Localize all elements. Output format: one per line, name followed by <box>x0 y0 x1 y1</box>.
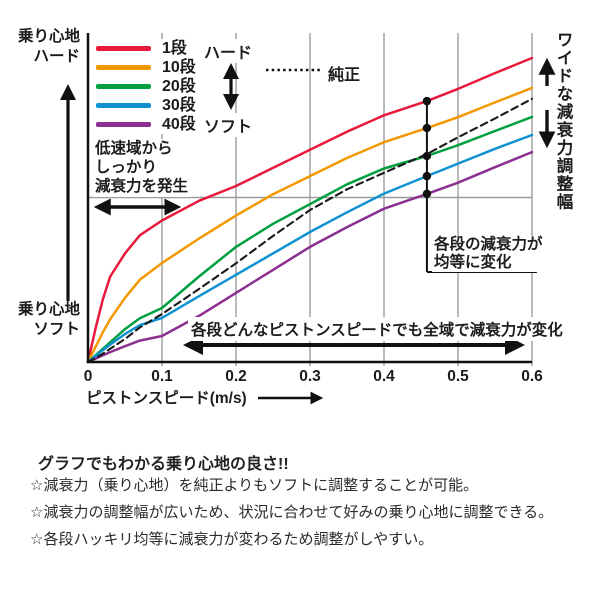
legend-item: 1段 <box>96 39 196 58</box>
footer-heading: グラフでもわかる乗り心地の良さ!! <box>38 456 289 473</box>
legend-swatch-icon <box>96 122 151 127</box>
marker-dot <box>422 123 432 133</box>
legend-item-label: 1段 <box>162 40 187 57</box>
low-speed-annotation: 低速域から しっかり 減衰力を発生 <box>94 139 193 197</box>
legend-swatch-icon <box>96 65 151 70</box>
footer-bullet-list: ☆減衰力（乗り心地）を純正よりもソフトに調整することが可能。 ☆減衰力の調整幅が広… <box>30 472 553 553</box>
curve-step-1 <box>86 56 534 364</box>
series-curves <box>86 56 534 364</box>
x-tick-label: 0.6 <box>521 368 543 385</box>
x-tick-label: 0.2 <box>225 368 247 385</box>
x-tick-label: 0.1 <box>151 368 173 385</box>
y-axis-top-label: 乗り心地 ハード <box>17 28 80 65</box>
y-axis-bottom-label: 乗り心地 ソフト <box>17 301 80 338</box>
footer-bullet: ☆減衰力の調整幅が広いため、状況に合わせて好みの乗り心地に調整できる。 <box>30 504 554 521</box>
equal-change-annotation: 各段の減衰力が 均等に変化 <box>432 236 545 272</box>
legend-item-label: 30段 <box>162 97 196 114</box>
wide-range-annotation: ワイドな減衰力調整幅 <box>554 31 572 211</box>
x-tick-label: 0.4 <box>373 368 395 385</box>
curve-step-40 <box>86 150 534 364</box>
legend: 1段 10段 20段 30段 40段 <box>96 39 196 134</box>
damping-chart <box>60 33 556 405</box>
x-axis-label: ピストンスピード(m/s) <box>86 390 247 407</box>
legend-item-label: 10段 <box>162 59 196 76</box>
marker-dot <box>422 189 432 199</box>
legend-item: 20段 <box>96 77 196 96</box>
marker-dot <box>422 96 432 106</box>
legend-swatch-icon <box>96 103 151 108</box>
curve-step-30 <box>86 133 534 364</box>
curve-step-20 <box>86 115 534 364</box>
legend-item: 40段 <box>96 115 196 134</box>
curve-step-10 <box>86 86 534 364</box>
legend-item-label: 20段 <box>162 78 196 95</box>
legend-item-label: 40段 <box>162 116 196 133</box>
footer-bullet: ☆減衰力（乗り心地）を純正よりもソフトに調整することが可能。 <box>30 477 479 494</box>
x-tick-label: 0 <box>83 368 93 385</box>
legend-item: 10段 <box>96 58 196 77</box>
legend-swatch-icon <box>96 46 151 51</box>
footer-bullet: ☆各段ハッキリ均等に減衰力が変わるため調整がしやすい。 <box>30 531 434 548</box>
x-tick-label: 0.3 <box>299 368 321 385</box>
legend-stock-label: 純正 <box>328 61 361 85</box>
legend-hard-label: ハード <box>204 39 253 63</box>
marker-dot <box>422 151 432 161</box>
legend-item: 30段 <box>96 96 196 115</box>
legend-soft-label: ソフト <box>204 113 253 137</box>
x-tick-label: 0.5 <box>447 368 469 385</box>
legend-swatch-icon <box>96 84 151 89</box>
equal-step-marker <box>422 96 537 273</box>
curve-stock <box>86 97 534 364</box>
full-range-annotation: 各段どんなピストンスピードでも全域で減衰力が変化 <box>188 317 566 341</box>
axes <box>86 33 532 364</box>
marker-dot <box>422 171 432 181</box>
